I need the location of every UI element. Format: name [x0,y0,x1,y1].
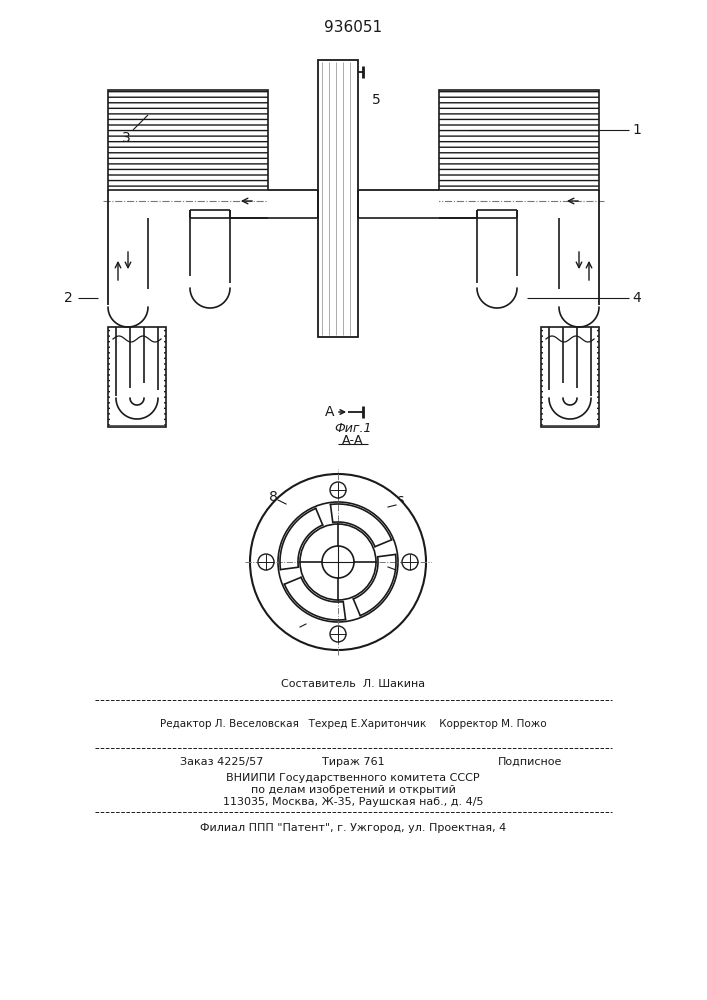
Bar [318,189,358,219]
Text: 5: 5 [372,93,380,107]
Text: Заказ 4225/57: Заказ 4225/57 [180,757,264,767]
Text: 7: 7 [396,565,404,579]
Bar [268,190,318,218]
Text: по делам изобретений и открытий: по делам изобретений и открытий [250,785,455,795]
Text: ВНИИПИ Государственного комитета СССР: ВНИИПИ Государственного комитета СССР [226,773,480,783]
Circle shape [258,554,274,570]
Text: А: А [325,405,334,419]
Text: 8: 8 [269,490,277,504]
Text: Фиг.1: Фиг.1 [334,422,372,434]
Bar [318,60,358,337]
Circle shape [278,502,398,622]
Text: А-А: А-А [342,434,363,446]
Text: 936051: 936051 [324,20,382,35]
Bar [358,190,439,218]
Bar [439,90,599,190]
Text: Филиал ППП "Патент", г. Ужгород, ул. Проектная, 4: Филиал ППП "Патент", г. Ужгород, ул. Про… [200,823,506,833]
Circle shape [330,626,346,642]
Text: Тираж 761: Тираж 761 [322,757,385,767]
Bar [543,329,597,425]
Text: Подписное: Подписное [498,757,562,767]
Text: Редактор Л. Веселовская   Техред Е.Харитончик    Корректор М. Пожо: Редактор Л. Веселовская Техред Е.Харитон… [160,719,547,729]
Text: 1: 1 [633,123,641,137]
Text: 113035, Москва, Ж-35, Раушская наб., д. 4/5: 113035, Москва, Ж-35, Раушская наб., д. … [223,797,484,807]
Circle shape [322,546,354,578]
Text: 4: 4 [633,291,641,305]
Text: 3: 3 [122,131,130,145]
Text: 2: 2 [64,291,72,305]
Text: А: А [325,65,334,79]
Bar [108,90,268,190]
Text: Фиг.2: Фиг.2 [334,626,372,639]
Bar [110,329,164,425]
Text: 6: 6 [395,495,404,509]
Circle shape [250,474,426,650]
Circle shape [300,524,376,600]
Bar [318,189,358,219]
Text: Составитель  Л. Шакина: Составитель Л. Шакина [281,679,425,689]
Bar [108,327,166,427]
Text: 6: 6 [291,627,300,641]
Bar [541,327,599,427]
Circle shape [402,554,418,570]
Circle shape [330,482,346,498]
